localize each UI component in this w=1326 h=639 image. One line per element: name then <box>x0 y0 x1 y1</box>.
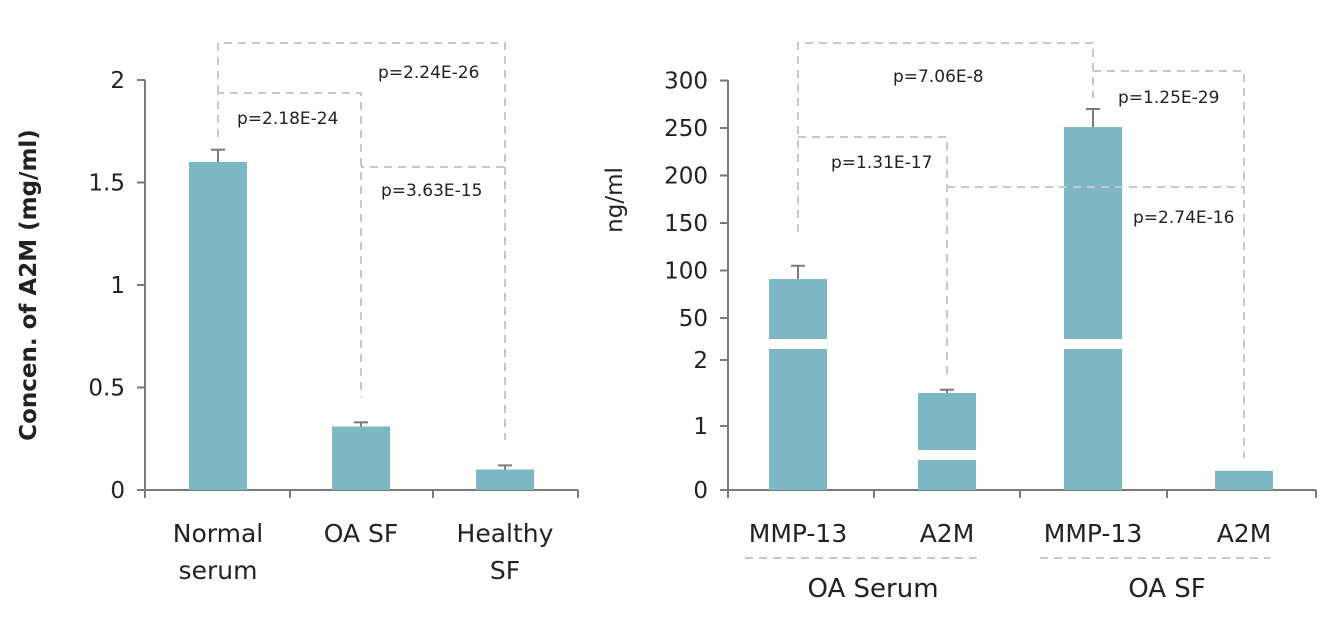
y-tick-label: 0 <box>110 478 125 504</box>
axis-break-gap <box>1063 339 1123 349</box>
y-tick-label: 150 <box>664 211 708 237</box>
comparison-bracket <box>798 136 948 380</box>
p-value-label: p=1.31E-17 <box>831 153 932 173</box>
y-tick-label: 1 <box>110 273 125 299</box>
p-value-label: p=2.18E-24 <box>237 109 338 129</box>
y-tick-label: 250 <box>664 116 708 142</box>
category-label: serum <box>179 556 258 585</box>
group-label: OA Serum <box>807 574 938 604</box>
category-label: SF <box>490 556 520 585</box>
y-tick-label: 100 <box>664 259 708 285</box>
category-label: Normal <box>173 519 263 548</box>
p-value-label: p=1.25E-29 <box>1118 88 1219 108</box>
comparison-bracket <box>217 92 362 397</box>
y-axis-label: Concen. of A2M (mg/ml) <box>16 129 42 441</box>
bar <box>1064 127 1122 491</box>
bar <box>1215 470 1273 490</box>
y-tick-label: 300 <box>664 69 708 95</box>
y-tick-label: 2 <box>110 68 125 94</box>
left-bar-chart: 0 0.5 1 1.5 2 Concen. of A2M (mg/ml) Normal ser… <box>16 42 579 585</box>
p-value-label: p=2.24E-26 <box>378 63 479 83</box>
group-label: OA SF <box>1128 574 1206 604</box>
category-label: A2M <box>1217 519 1272 548</box>
category-label: A2M <box>920 519 975 548</box>
p-value-label: p=3.63E-15 <box>381 181 482 201</box>
bar <box>769 279 827 490</box>
bar <box>918 393 976 490</box>
category-label: Healthy <box>457 519 554 548</box>
y-tick-label: 1 <box>693 414 708 440</box>
category-label: MMP-13 <box>1044 519 1143 548</box>
y-tick-label: 0 <box>693 478 708 504</box>
bar <box>476 469 534 490</box>
y-tick-label: 0.5 <box>88 376 125 402</box>
category-label: OA SF <box>324 519 399 548</box>
y-tick-label: 2 <box>693 348 708 374</box>
axis-break-gap <box>768 339 828 349</box>
axis-break-gap <box>917 450 977 460</box>
category-label: MMP-13 <box>749 519 848 548</box>
y-tick-label: 200 <box>664 164 708 190</box>
comparison-bracket <box>217 42 506 168</box>
y-axis-label: ng/ml <box>602 167 628 233</box>
p-value-label: p=2.74E-16 <box>1133 208 1234 228</box>
bar <box>189 162 247 490</box>
y-tick-label: 1.5 <box>88 171 125 197</box>
bar <box>332 426 390 490</box>
p-value-label: p=7.06E-8 <box>893 67 984 87</box>
comparison-bracket <box>1093 70 1245 458</box>
y-tick-label: 50 <box>679 306 708 332</box>
